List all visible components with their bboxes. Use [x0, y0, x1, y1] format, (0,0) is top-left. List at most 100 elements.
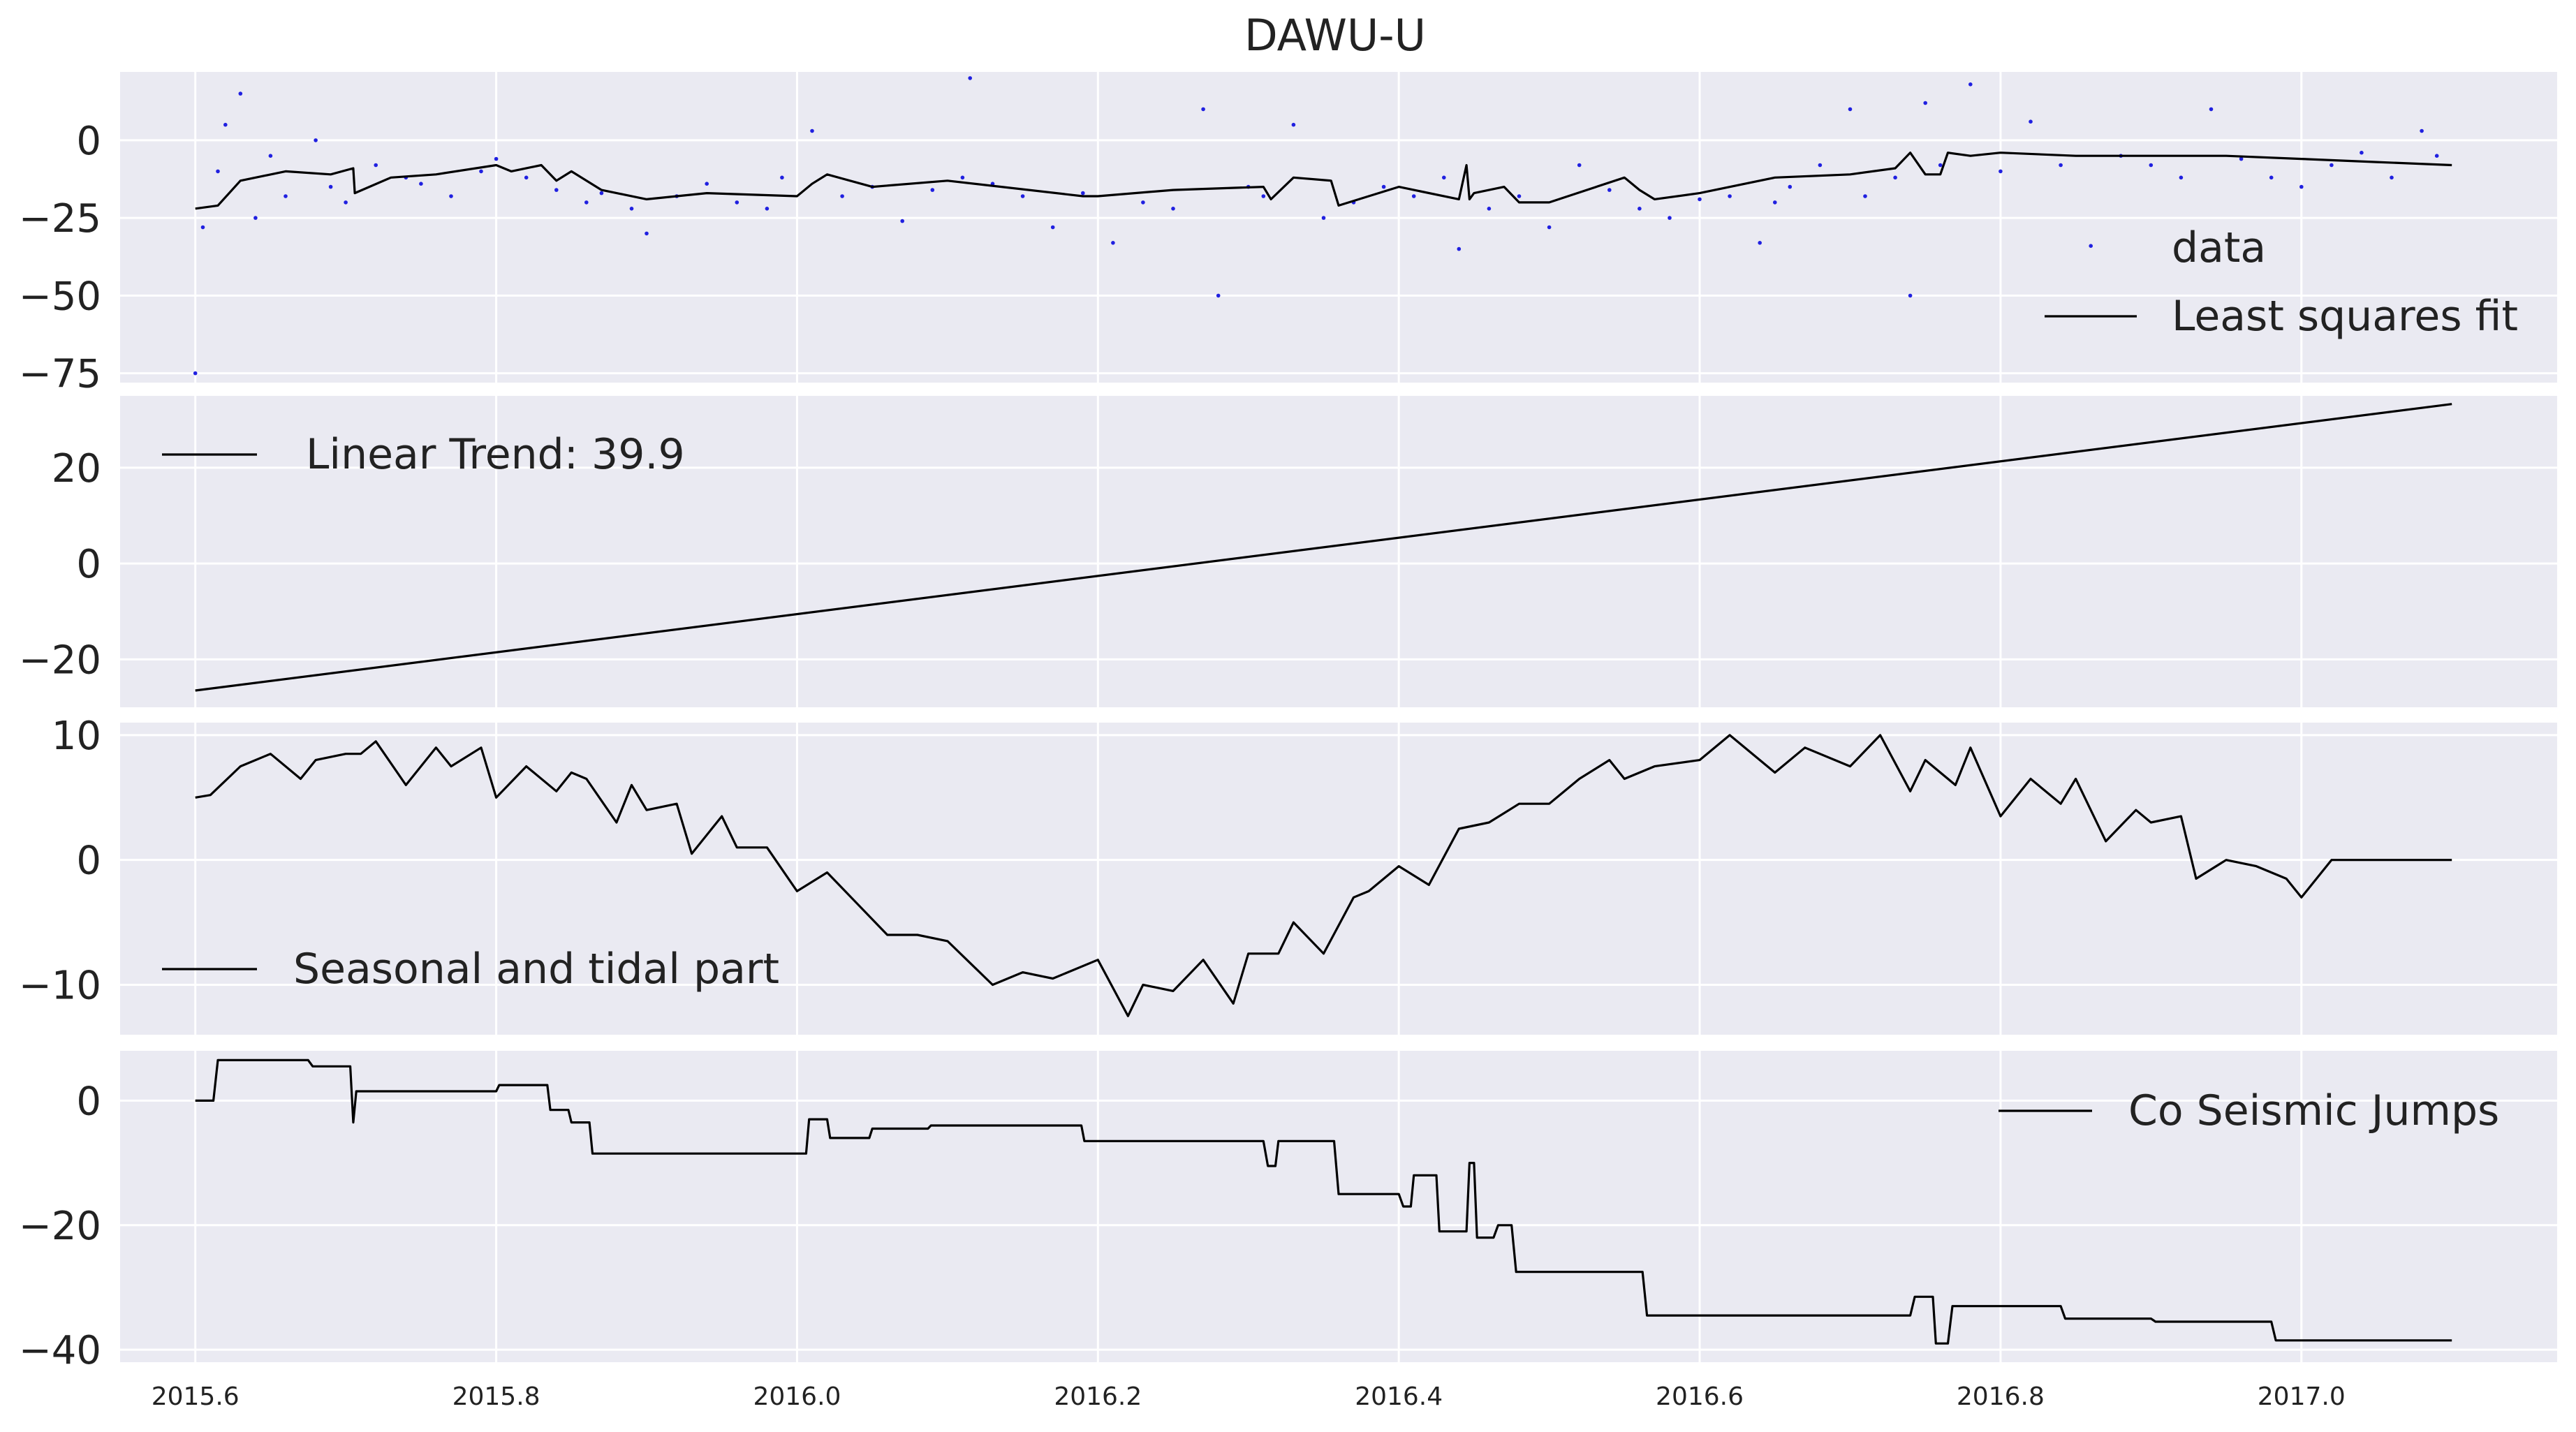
data-point — [284, 194, 288, 198]
data-point — [968, 76, 972, 80]
data-point — [268, 154, 273, 158]
data-point — [1637, 207, 1642, 211]
data-point — [840, 194, 844, 198]
data-point — [1081, 191, 1085, 195]
legend: Seasonal and tidal part — [162, 945, 779, 994]
data-point — [2179, 175, 2184, 180]
data-point — [1321, 216, 1326, 220]
y-tick-label: 0 — [76, 119, 101, 164]
data-point — [1923, 101, 1927, 105]
panel-background — [120, 396, 2557, 707]
data-point — [2390, 175, 2394, 180]
data-point — [2149, 163, 2154, 168]
data-point — [449, 194, 453, 198]
x-tick-labels: 2015.6 2015.8 2016.0 2016.2 2016.4 2016.6 2016… — [152, 1382, 2346, 1411]
panel-background — [120, 723, 2557, 1035]
data-point — [1893, 175, 1897, 180]
data-point — [1848, 107, 1853, 112]
y-tick-label: −10 — [19, 963, 101, 1008]
data-point — [2434, 154, 2439, 158]
data-point — [238, 91, 243, 96]
data-point — [930, 188, 935, 192]
data-point — [645, 231, 649, 236]
data-point — [200, 225, 205, 230]
data-point — [1111, 241, 1115, 245]
panel-3: 10 0 −10 Seasonal and tidal part — [19, 714, 2557, 1035]
data-point — [223, 122, 228, 127]
data-point — [1863, 194, 1867, 198]
data-point — [1261, 194, 1266, 198]
data-point — [216, 169, 220, 174]
data-point — [1788, 184, 1793, 189]
data-point — [1547, 225, 1552, 230]
y-tick-label: −40 — [19, 1328, 101, 1373]
data-point — [2089, 244, 2093, 249]
series-line — [195, 734, 2452, 1017]
legend-label: Co Seismic Jumps — [2128, 1086, 2499, 1135]
data-point — [479, 169, 483, 174]
figure-title: DAWU-U — [1244, 10, 1426, 61]
data-point — [765, 207, 770, 211]
data-point — [705, 182, 709, 186]
y-tick-label: 20 — [52, 446, 101, 492]
data-point — [494, 156, 499, 161]
data-point — [328, 184, 333, 189]
y-tick-label: −20 — [19, 1204, 101, 1249]
data-point — [374, 163, 378, 168]
x-tick-label: 2016.8 — [1957, 1382, 2045, 1411]
data-point — [2269, 175, 2274, 180]
panel-2: 20 0 −20 Linear Trend: 39.9 — [19, 396, 2557, 707]
legend: data Least squares fit — [2045, 223, 2518, 341]
data-point — [419, 182, 423, 186]
data-point — [735, 200, 739, 205]
y-tick-label: −20 — [19, 637, 101, 683]
data-point — [1411, 194, 1416, 198]
data-point — [1818, 163, 1823, 168]
data-point — [960, 175, 965, 180]
series-line — [195, 403, 2452, 692]
y-tick-label: 0 — [76, 1079, 101, 1124]
x-tick-label: 2015.8 — [452, 1382, 540, 1411]
x-tick-label: 2016.0 — [753, 1382, 841, 1411]
series-line — [195, 1058, 2452, 1345]
data-point — [554, 188, 559, 192]
legend-label: Least squares fit — [2172, 292, 2518, 341]
data-point — [1773, 200, 1777, 205]
data-point — [2209, 107, 2214, 112]
data-point — [314, 138, 318, 142]
data-point — [344, 200, 348, 205]
panel-background — [120, 72, 2557, 383]
y-tick-label: 10 — [52, 714, 101, 759]
data-point — [2420, 128, 2424, 133]
data-point — [1050, 225, 1055, 230]
data-point — [193, 371, 198, 376]
data-point — [2330, 163, 2334, 168]
data-point — [1607, 188, 1612, 192]
data-point — [1908, 293, 1913, 298]
legend: Linear Trend: 39.9 — [162, 430, 685, 479]
data-point — [2299, 184, 2304, 189]
data-point — [1442, 175, 1446, 180]
data-point — [1487, 207, 1492, 211]
y-tick-label: 0 — [76, 542, 101, 587]
data-point — [1517, 194, 1522, 198]
y-tick-label: 0 — [76, 839, 101, 884]
series-line — [195, 152, 2452, 210]
data-point — [1381, 184, 1386, 189]
data-point — [1938, 163, 1943, 168]
x-tick-label: 2016.2 — [1054, 1382, 1142, 1411]
data-point — [629, 207, 634, 211]
panel-1: 0 −25 −50 −75 data Least squares fit — [19, 72, 2557, 397]
legend-label: data — [2172, 223, 2266, 272]
data-point — [2360, 150, 2364, 155]
data-point — [1968, 82, 1973, 87]
data-point — [1758, 241, 1762, 245]
data-point — [1216, 293, 1221, 298]
data-point — [1171, 207, 1175, 211]
x-tick-label: 2015.6 — [152, 1382, 240, 1411]
data-point — [1728, 194, 1732, 198]
data-point — [780, 175, 784, 180]
data-point — [1999, 169, 2003, 174]
